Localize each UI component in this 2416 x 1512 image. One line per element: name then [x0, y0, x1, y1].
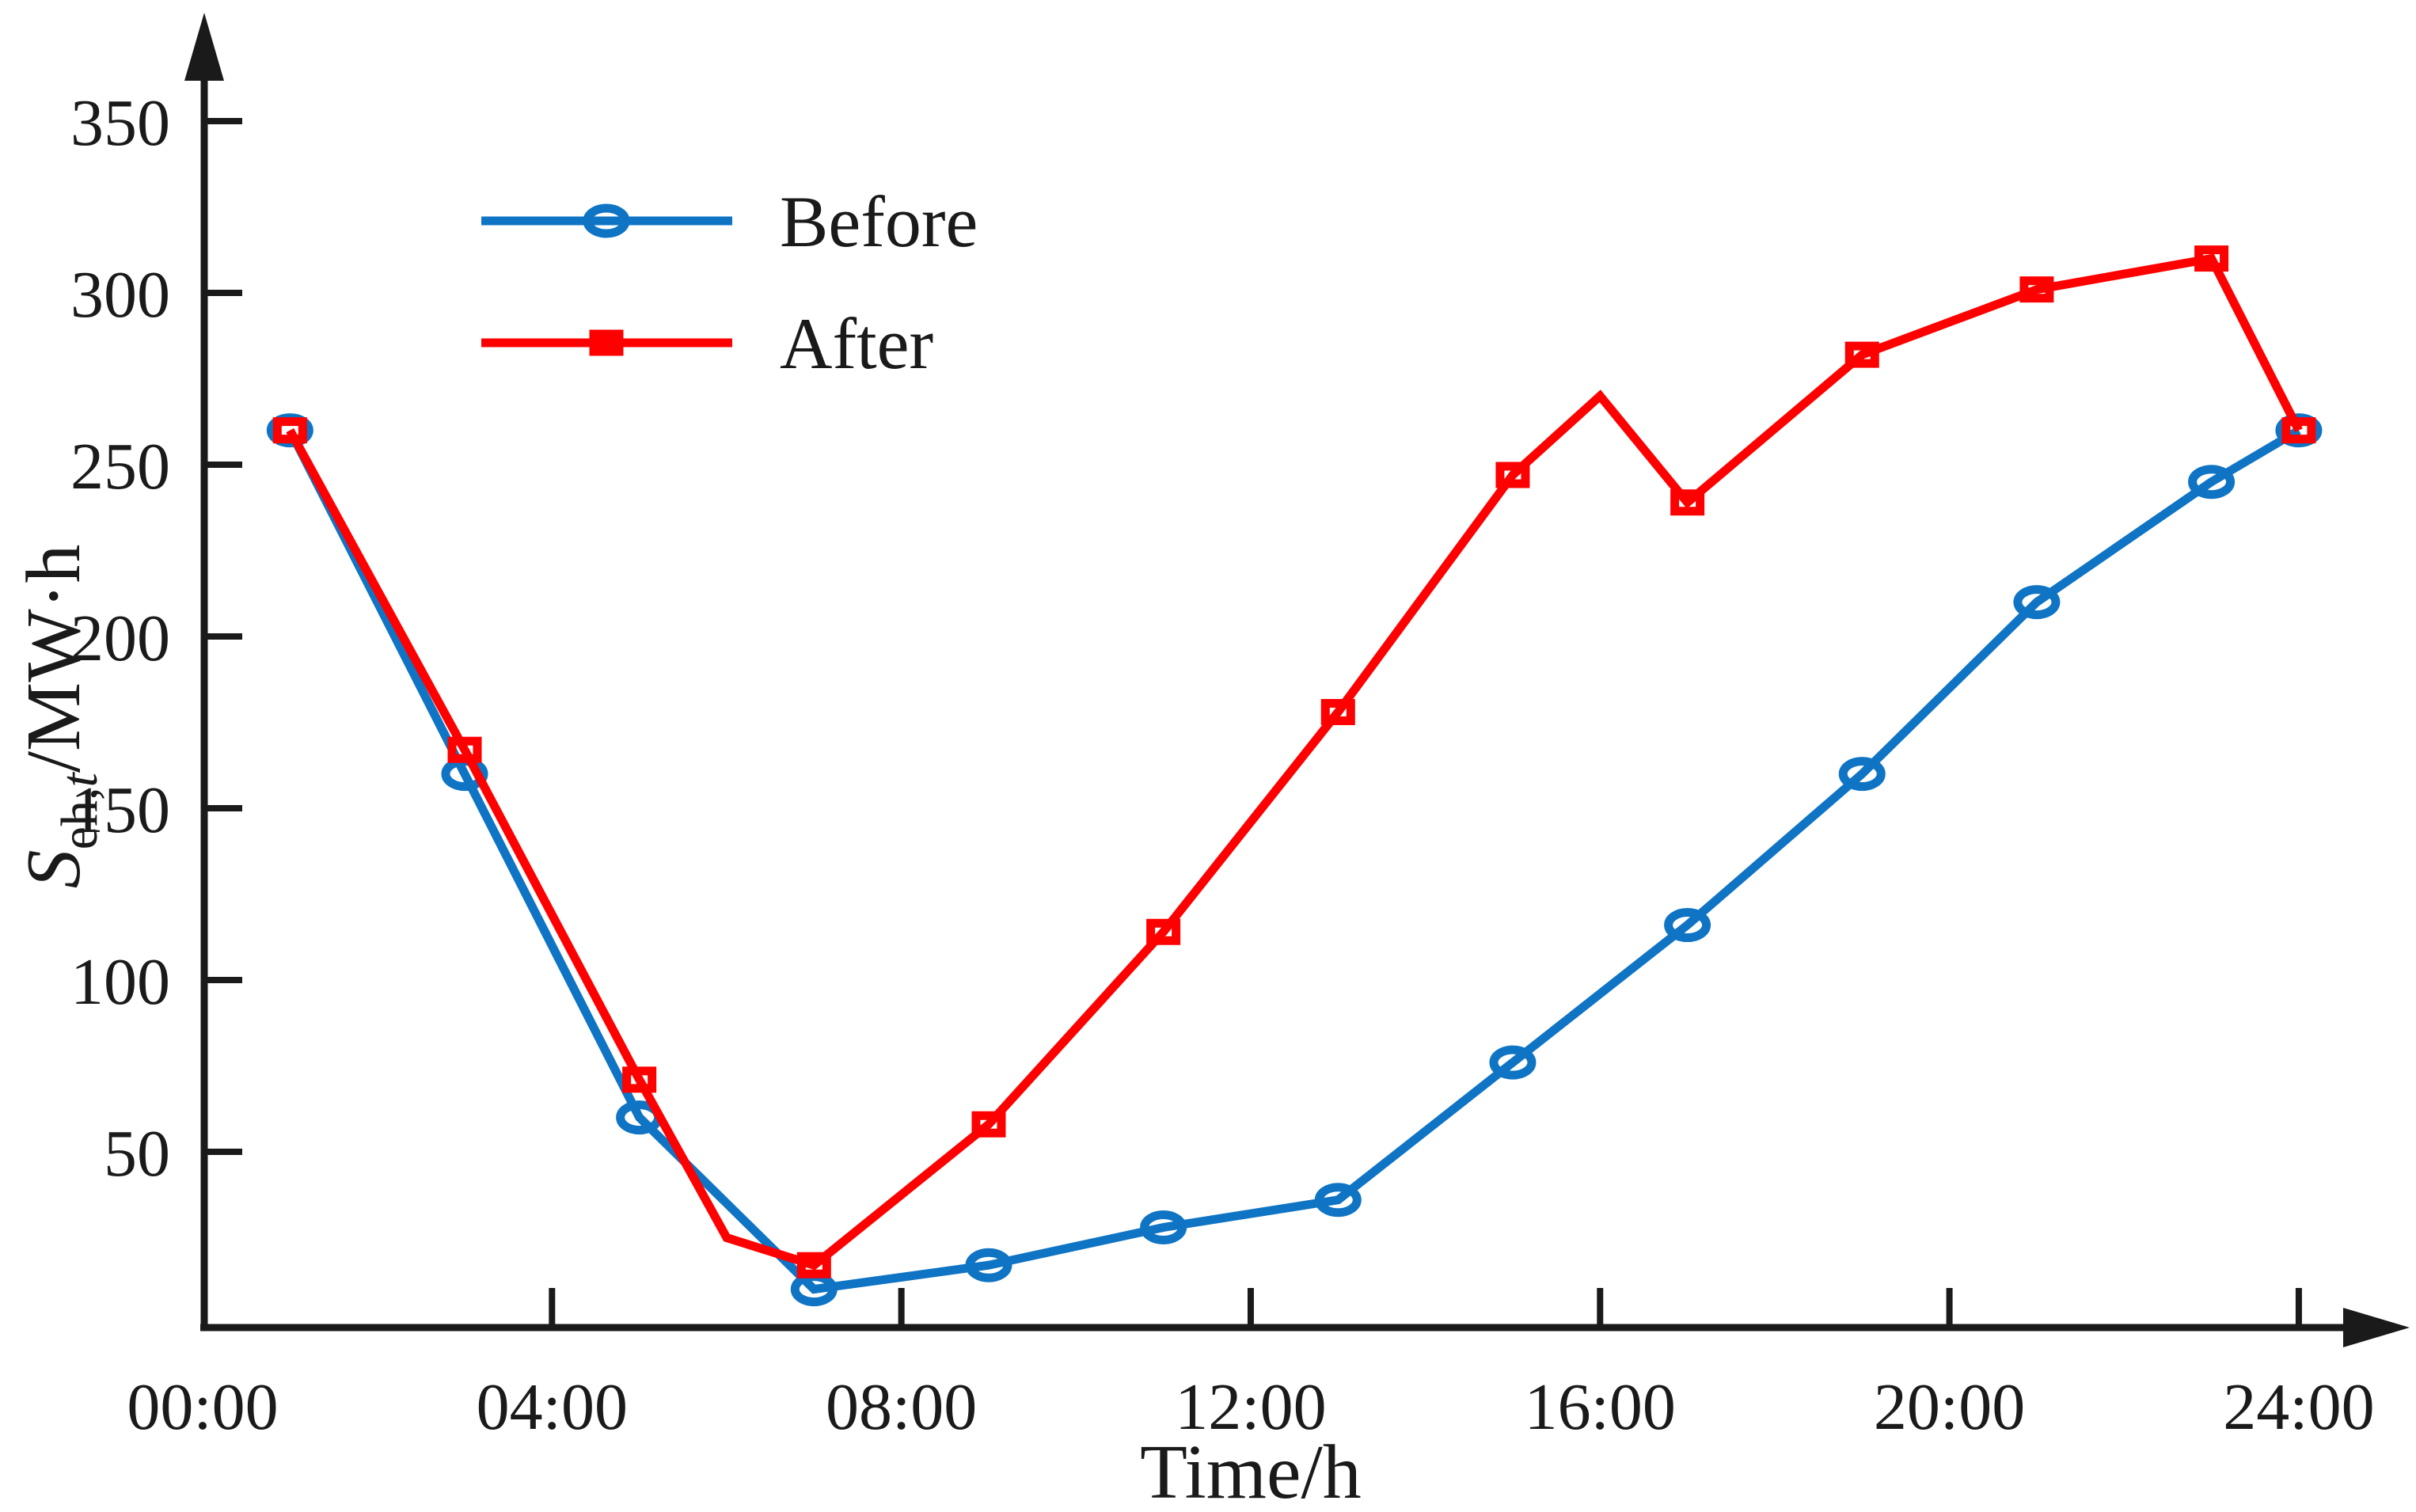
y-tick-label: 300 [70, 258, 170, 332]
y-axis-title: Seh,t/MW·h [11, 545, 108, 889]
marker-circle-before [1664, 908, 1711, 943]
legend-label-after: After [780, 303, 933, 384]
y-tick-label: 200 [70, 602, 170, 675]
marker-circle-before [1838, 757, 1886, 792]
x-axis-title: Time/h [1140, 1430, 1362, 1512]
marker-circle-before [1489, 1045, 1537, 1080]
series-line-after [286, 253, 2303, 1271]
y-tick-label: 50 [104, 1117, 170, 1191]
x-tick-label: 20:00 [1874, 1370, 2025, 1444]
legend-marker-before [583, 203, 630, 238]
y-tick-label: 100 [70, 945, 170, 1019]
marker-circle-before [1314, 1183, 1362, 1218]
marker-square-after [1495, 462, 1530, 488]
legend-marker-after [589, 329, 624, 356]
series-line-before [286, 426, 2301, 1294]
marker-square-after [272, 417, 307, 444]
marker-square-after [2194, 245, 2229, 272]
marker-circle-before [965, 1248, 1012, 1282]
marker-square-after [1320, 698, 1355, 725]
x-tick-label: 00:00 [127, 1370, 278, 1444]
marker-square-after [796, 1252, 831, 1278]
marker-circle-before [1140, 1210, 1187, 1244]
marker-square-after [622, 1066, 657, 1093]
marker-circle-before [2013, 585, 2061, 620]
marker-square-after [1844, 341, 1879, 368]
x-tick-label: 08:00 [826, 1370, 977, 1444]
marker-square-after [1146, 918, 1181, 945]
marker-square-after [2281, 417, 2316, 444]
y-tick-label: 150 [70, 773, 170, 847]
x-tick-label: 16:00 [1525, 1370, 1676, 1444]
legend-label-before: Before [780, 181, 978, 262]
y-tick-label: 250 [70, 430, 170, 503]
x-tick-label: 04:00 [477, 1370, 628, 1444]
y-axis-arrow [184, 13, 224, 81]
marker-square-after [971, 1111, 1006, 1138]
marker-square-after [1670, 489, 1705, 516]
marker-square-after [447, 736, 482, 763]
marker-circle-before [2188, 465, 2236, 500]
x-tick-label: 12:00 [1175, 1370, 1326, 1444]
marker-square-after [2019, 276, 2054, 303]
x-axis-arrow [2343, 1308, 2410, 1347]
y-tick-label: 350 [70, 86, 170, 160]
x-tick-label: 24:00 [2223, 1370, 2374, 1444]
